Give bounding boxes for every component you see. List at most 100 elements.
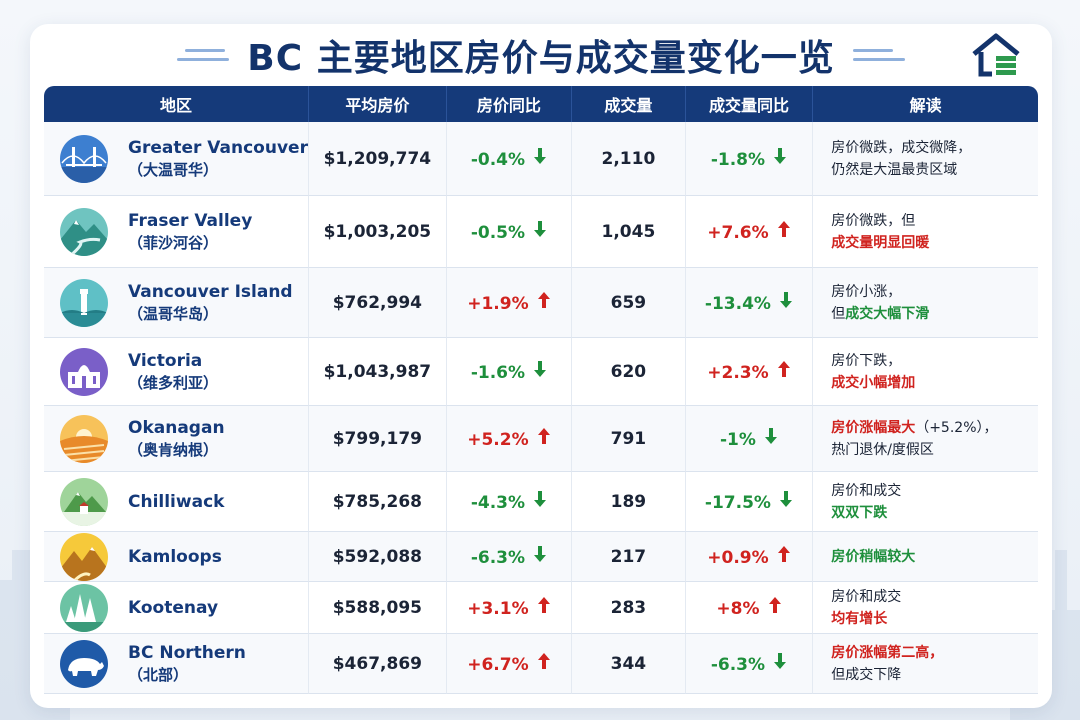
- volume-yoy: -1.8%: [710, 150, 766, 170]
- price-yoy: -6.3%: [470, 548, 526, 568]
- price-yoy-cell: -4.3%: [446, 472, 573, 532]
- down-arrow-icon: [779, 491, 792, 507]
- price-yoy-cell: -6.3%: [446, 532, 573, 582]
- table-row: Vancouver Island （温哥华岛） $762,994 +1.9% 659 -1…: [44, 268, 1038, 338]
- region-name-en: Vancouver Island: [128, 281, 293, 302]
- avg-price: $799,179: [308, 406, 447, 472]
- note-line-2: 双双下跌: [831, 504, 888, 521]
- header-volume: 成交量: [572, 86, 686, 122]
- volume: 283: [572, 582, 686, 634]
- table-row: Fraser Valley （菲沙河谷） $1,003,205 -0.5% 1,045 +…: [44, 196, 1038, 268]
- down-arrow-icon: [534, 491, 547, 507]
- avg-price: $762,994: [308, 268, 447, 338]
- note-highlight: 房价涨幅第二高，: [831, 644, 944, 661]
- volume: 659: [572, 268, 686, 338]
- note-cell: 房价和成交 双双下跌: [813, 472, 1038, 532]
- volume: 344: [572, 634, 686, 694]
- bear-icon: [60, 639, 108, 688]
- region-name-en: Fraser Valley: [128, 210, 253, 231]
- down-arrow-icon: [534, 221, 547, 237]
- price-yoy-cell: +5.2%: [446, 406, 573, 472]
- price-yoy: +3.1%: [467, 599, 529, 619]
- price-yoy: +5.2%: [467, 430, 529, 450]
- note-highlight: 房价涨幅最大: [831, 419, 916, 436]
- up-arrow-icon: [768, 597, 781, 613]
- region-name-cn: （北部）: [128, 665, 189, 684]
- region-name-en: Okanagan: [128, 417, 225, 438]
- region-cell: Victoria （维多利亚）: [44, 338, 309, 406]
- price-yoy-cell: -1.6%: [446, 338, 573, 406]
- note-line-1: 房价微跌，但: [831, 212, 916, 229]
- vineyard-icon: [60, 414, 108, 463]
- header-avg-price: 平均房价: [308, 86, 447, 122]
- region-cell: Fraser Valley （菲沙河谷）: [44, 196, 309, 268]
- note-line-2: 但成交下降: [831, 666, 902, 683]
- price-yoy-cell: -0.4%: [446, 122, 573, 196]
- volume-yoy-cell: -1.8%: [685, 122, 814, 196]
- note-line-1: （+5.2%），: [915, 419, 998, 436]
- note-cell: 房价下跌， 成交小幅增加: [813, 338, 1038, 406]
- note-cell: 房价小涨， 但成交大幅下滑: [813, 268, 1038, 338]
- table-row: BC Northern （北部） $467,869 +6.7% 344 -6.3% 房价涨幅…: [44, 634, 1038, 694]
- note-line-1: 房价和成交: [831, 588, 902, 605]
- note-cell: 房价稍幅较大: [813, 532, 1038, 582]
- table-row: Victoria （维多利亚） $1,043,987 -1.6% 620 +2.3% 房价下…: [44, 338, 1038, 406]
- avg-price: $1,003,205: [308, 196, 447, 268]
- header-region: 地区: [44, 86, 309, 122]
- region-cell: Chilliwack: [44, 472, 309, 532]
- up-arrow-icon: [537, 292, 550, 308]
- up-arrow-icon: [537, 653, 550, 669]
- price-yoy-cell: +1.9%: [446, 268, 573, 338]
- up-arrow-icon: [537, 597, 550, 613]
- price-yoy: +1.9%: [467, 294, 529, 314]
- volume-yoy: +7.6%: [707, 223, 769, 243]
- note-line-1: 房价和成交: [831, 482, 902, 499]
- title-decoration-right: [852, 49, 905, 61]
- price-yoy-cell: -0.5%: [446, 196, 573, 268]
- avg-price: $785,268: [308, 472, 447, 532]
- region-name-en: Greater Vancouver: [128, 137, 308, 158]
- title-bar: BC 主要地区房价与成交量变化一览: [30, 24, 1052, 86]
- volume-yoy: -13.4%: [704, 294, 771, 314]
- price-yoy: +6.7%: [467, 655, 529, 675]
- page-title: BC 主要地区房价与成交量变化一览: [247, 38, 835, 79]
- volume-yoy-cell: +2.3%: [685, 338, 814, 406]
- price-yoy: -1.6%: [470, 363, 526, 383]
- avg-price: $467,869: [308, 634, 447, 694]
- note-line-2: 仍然是大温最贵区域: [831, 161, 958, 178]
- region-cell: BC Northern （北部）: [44, 634, 309, 694]
- price-yoy: -0.4%: [470, 150, 526, 170]
- pine-tree-icon: [60, 583, 108, 632]
- volume: 189: [572, 472, 686, 532]
- avg-price: $588,095: [308, 582, 447, 634]
- note-cell: 房价微跌，但 成交量明显回暖: [813, 196, 1038, 268]
- down-arrow-icon: [764, 428, 777, 444]
- region-cell: Vancouver Island （温哥华岛）: [44, 268, 309, 338]
- note-cell: 房价涨幅最大（+5.2%）， 热门退休/度假区: [813, 406, 1038, 472]
- header-notes: 解读: [813, 86, 1038, 122]
- avg-price: $1,209,774: [308, 122, 447, 196]
- region-name-cn: （奥肯纳根）: [128, 440, 219, 459]
- note-line-1: 房价微跌，成交微降，: [831, 139, 972, 156]
- volume-yoy: -6.3%: [710, 655, 766, 675]
- note-line-2: 成交小幅增加: [831, 374, 916, 391]
- up-arrow-icon: [777, 361, 790, 377]
- farm-mountain-icon: [60, 477, 108, 526]
- region-cell: Kootenay: [44, 582, 309, 634]
- region-table: 地区 平均房价 房价同比 成交量 成交量同比 解读 Greater Vancou…: [44, 86, 1038, 694]
- volume-yoy: -17.5%: [704, 493, 771, 513]
- price-yoy: -0.5%: [470, 223, 526, 243]
- volume-yoy-cell: -6.3%: [685, 634, 814, 694]
- region-name-cn: （温哥华岛）: [128, 304, 219, 323]
- avg-price: $592,088: [308, 532, 447, 582]
- down-arrow-icon: [774, 148, 787, 164]
- price-yoy-cell: +3.1%: [446, 582, 573, 634]
- volume: 217: [572, 532, 686, 582]
- note-line-2: 成交大幅下滑: [845, 305, 930, 322]
- table-row: Kamloops $592,088 -6.3% 217 +0.9% 房价稍幅较大: [44, 532, 1038, 582]
- volume-yoy-cell: +0.9%: [685, 532, 814, 582]
- region-name-en: Kamloops: [128, 546, 222, 567]
- region-cell: Greater Vancouver （大温哥华）: [44, 122, 309, 196]
- parliament-icon: [60, 347, 108, 396]
- up-arrow-icon: [777, 221, 790, 237]
